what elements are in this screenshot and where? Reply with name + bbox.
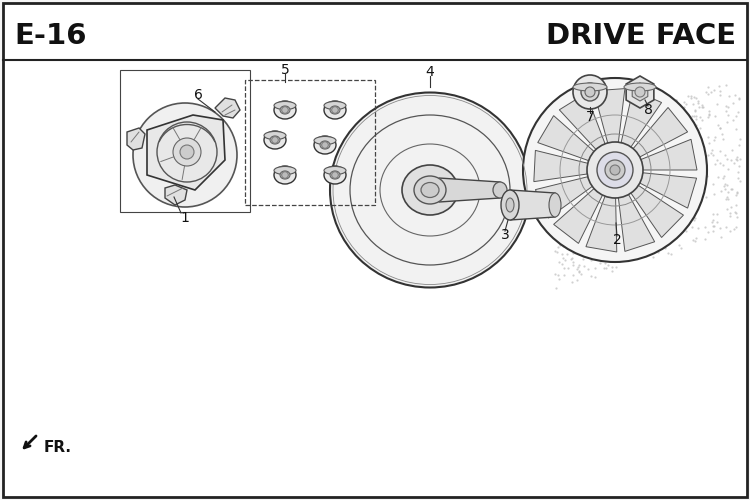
Bar (120, 70, 250, 212)
Text: 2: 2 (613, 233, 621, 247)
Circle shape (175, 145, 195, 165)
Circle shape (133, 103, 237, 207)
Circle shape (523, 78, 707, 262)
Ellipse shape (624, 83, 656, 91)
Ellipse shape (274, 166, 296, 184)
Circle shape (272, 136, 278, 143)
Ellipse shape (274, 101, 296, 119)
Polygon shape (215, 98, 240, 118)
Circle shape (322, 142, 328, 148)
Ellipse shape (280, 106, 290, 114)
Text: DRIVE FACE: DRIVE FACE (546, 22, 736, 50)
Ellipse shape (549, 193, 561, 217)
Polygon shape (619, 194, 655, 252)
Polygon shape (536, 176, 592, 218)
Ellipse shape (264, 131, 286, 149)
Ellipse shape (330, 171, 340, 179)
Ellipse shape (493, 182, 507, 198)
Polygon shape (127, 128, 145, 150)
Circle shape (282, 106, 288, 114)
Polygon shape (640, 173, 697, 208)
Ellipse shape (324, 166, 346, 184)
Polygon shape (165, 185, 187, 205)
Bar (245, 80, 375, 205)
Ellipse shape (324, 166, 346, 174)
Ellipse shape (274, 166, 296, 174)
Ellipse shape (324, 102, 346, 110)
Circle shape (585, 87, 595, 97)
Polygon shape (621, 90, 662, 147)
Ellipse shape (274, 102, 296, 110)
Ellipse shape (402, 165, 458, 215)
Circle shape (605, 160, 625, 180)
Text: 1: 1 (181, 211, 190, 225)
Ellipse shape (320, 141, 330, 149)
Polygon shape (633, 108, 688, 157)
Circle shape (282, 172, 288, 178)
Circle shape (180, 145, 194, 159)
Circle shape (332, 106, 338, 114)
Polygon shape (147, 115, 225, 190)
Circle shape (173, 138, 201, 166)
Text: 6: 6 (194, 88, 202, 102)
Text: 4: 4 (426, 65, 434, 79)
Ellipse shape (330, 106, 340, 114)
Polygon shape (560, 94, 605, 150)
Polygon shape (510, 190, 555, 220)
Circle shape (163, 133, 207, 177)
Polygon shape (554, 188, 602, 244)
Circle shape (581, 83, 599, 101)
Text: E-16: E-16 (14, 22, 86, 50)
Ellipse shape (314, 136, 336, 154)
Polygon shape (586, 196, 616, 252)
Ellipse shape (280, 171, 290, 179)
Ellipse shape (506, 198, 514, 212)
Polygon shape (594, 88, 625, 143)
Polygon shape (641, 140, 697, 170)
Polygon shape (538, 116, 594, 160)
Polygon shape (632, 83, 648, 101)
Ellipse shape (501, 190, 519, 220)
Ellipse shape (264, 132, 286, 140)
Text: FR.: FR. (44, 440, 72, 456)
Polygon shape (439, 178, 500, 202)
Polygon shape (631, 186, 683, 238)
Circle shape (635, 87, 645, 97)
Circle shape (332, 172, 338, 178)
Circle shape (587, 142, 643, 198)
Circle shape (597, 152, 633, 188)
Text: 7: 7 (586, 110, 594, 124)
Ellipse shape (270, 136, 280, 144)
Ellipse shape (330, 92, 530, 288)
Ellipse shape (414, 176, 446, 204)
Polygon shape (534, 150, 588, 182)
Ellipse shape (421, 182, 439, 198)
Circle shape (610, 165, 620, 175)
Ellipse shape (573, 83, 607, 91)
Polygon shape (626, 76, 654, 108)
Text: 3: 3 (501, 228, 509, 242)
Circle shape (573, 75, 607, 109)
Text: 8: 8 (644, 103, 652, 117)
Ellipse shape (314, 136, 336, 144)
Ellipse shape (324, 101, 346, 119)
Text: 5: 5 (280, 63, 290, 77)
